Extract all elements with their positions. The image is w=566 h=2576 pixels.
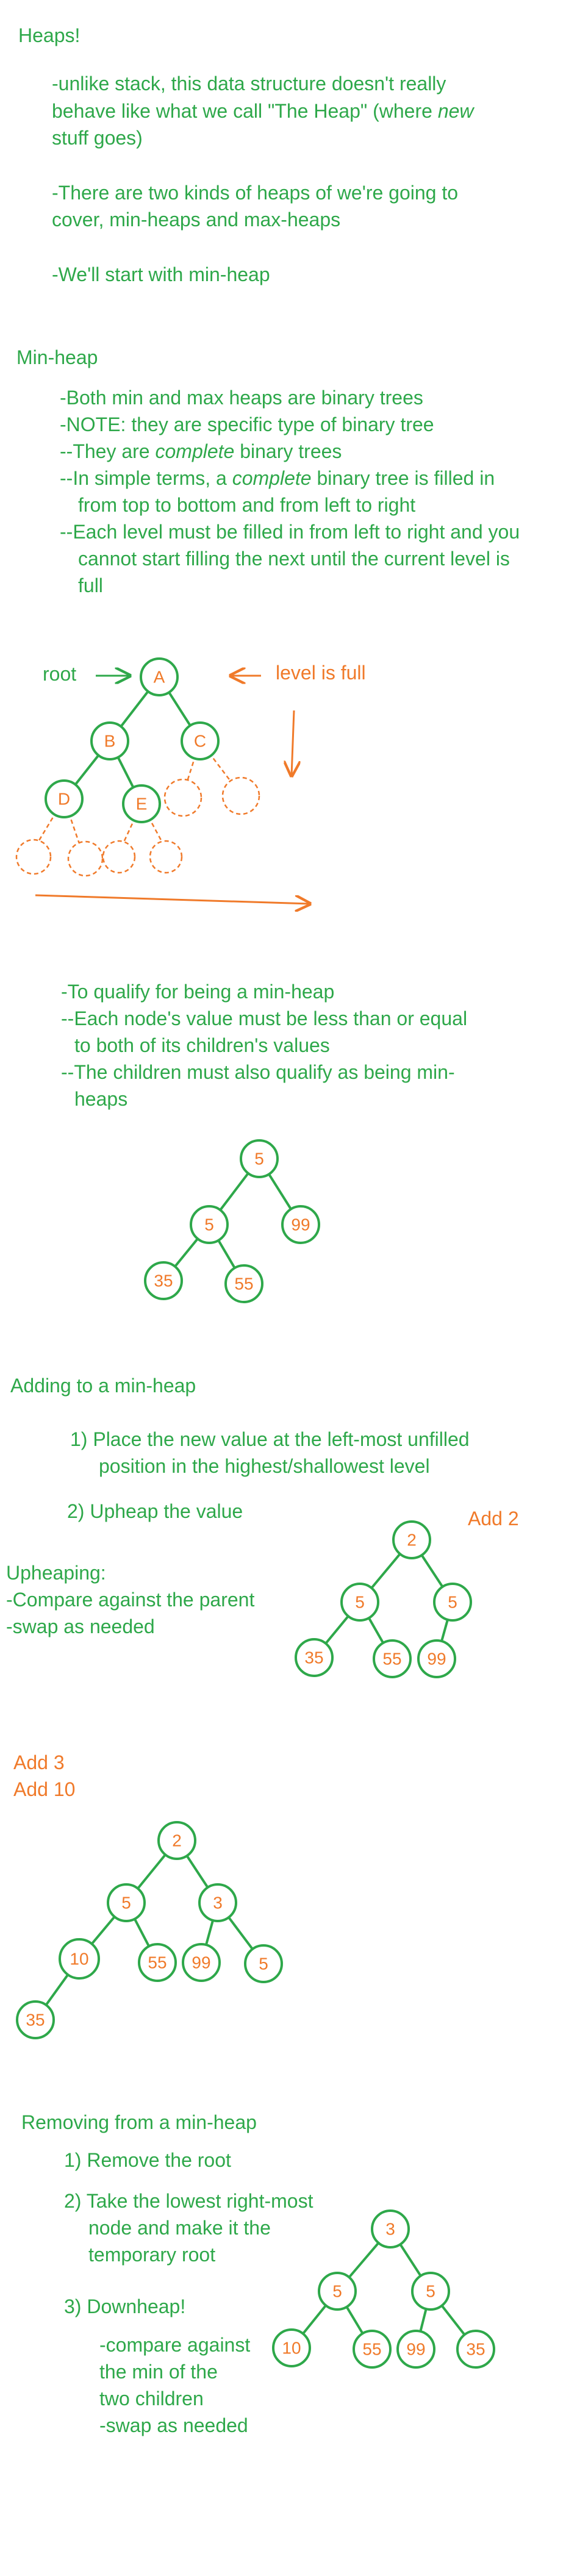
tree-node-label: C <box>194 732 206 751</box>
min-heap-example-2: 2 5 5 35 55 99 <box>295 1520 472 1678</box>
upheap-line: -Compare against the parent <box>6 1589 255 1611</box>
minheap-line: cannot start filling the next until the … <box>78 548 510 570</box>
intro-title: Heaps! <box>18 24 81 46</box>
minheap-line: full <box>78 574 103 596</box>
qualify-line: --The children must also qualify as bein… <box>61 1061 455 1083</box>
level-full-label: level is full <box>276 662 366 684</box>
minheap-line: -Both min and max heaps are binary trees <box>60 387 423 409</box>
removing-step: the min of the <box>99 2361 218 2383</box>
heap-node-value: 3 <box>213 1894 223 1912</box>
min-heap-example-1: 5 5 99 35 55 <box>144 1139 320 1303</box>
adding-title: Adding to a min-heap <box>10 1375 196 1397</box>
adding-step: 2) Upheap the value <box>67 1500 243 1522</box>
heap-node-value: 99 <box>291 1215 310 1234</box>
intro-line: -unlike stack, this data structure doesn… <box>52 73 446 95</box>
removing-step: temporary root <box>88 2244 216 2266</box>
intro-line: -There are two kinds of heaps of we're g… <box>52 182 459 204</box>
min-heap-example-3: 2 5 3 10 55 99 5 35 <box>16 1821 283 2039</box>
heap-node-value: 5 <box>259 1955 268 1973</box>
heap-node-value: 99 <box>427 1650 446 1669</box>
minheap-line: --They are complete binary trees <box>60 440 342 462</box>
tree-node-label: D <box>58 790 70 809</box>
min-heap-example-4: 3 5 5 10 55 99 35 <box>272 2209 495 2369</box>
heap-node-value: 5 <box>448 1593 457 1612</box>
adding-step: 1) Place the new value at the left-most … <box>70 1428 470 1450</box>
removing-step: -swap as needed <box>99 2414 248 2436</box>
emphasis: new <box>437 100 474 122</box>
heap-node-value: 35 <box>26 2011 45 2030</box>
removing-step: two children <box>99 2388 204 2410</box>
intro-line: behave like what we call "The Heap" (whe… <box>52 100 474 122</box>
upheap-title: Upheaping: <box>6 1562 106 1584</box>
heap-node-value: 55 <box>382 1650 401 1669</box>
tree-node-label: A <box>154 668 165 687</box>
heap-node-value: 5 <box>204 1215 214 1234</box>
minheap-line: -NOTE: they are specific type of binary … <box>60 413 434 435</box>
heap-node-value: 5 <box>254 1150 264 1168</box>
intro-line: stuff goes) <box>52 127 143 149</box>
heap-node-value: 35 <box>304 1648 323 1667</box>
heap-node-value: 99 <box>192 1953 210 1972</box>
add-note: Add 3 <box>13 1751 65 1773</box>
heap-node-value: 55 <box>234 1275 253 1293</box>
removing-step: 2) Take the lowest right-most <box>64 2190 313 2212</box>
qualify-line: -To qualify for being a min-heap <box>61 981 335 1003</box>
heap-node-value: 55 <box>362 2340 381 2359</box>
heap-node-value: 10 <box>282 2339 301 2358</box>
adding-step: position in the highest/shallowest level <box>99 1455 430 1477</box>
heap-node-value: 3 <box>385 2220 395 2239</box>
heap-node-value: 2 <box>172 1831 182 1850</box>
emphasis: complete <box>155 440 235 462</box>
direction-arrow <box>35 894 310 904</box>
heap-node-value: 2 <box>407 1531 417 1550</box>
emphasis: complete <box>232 467 312 489</box>
qualify-line: to both of its children's values <box>74 1034 330 1056</box>
removing-step: -compare against <box>99 2334 251 2356</box>
heap-node-value: 35 <box>154 1272 173 1290</box>
upheap-line: -swap as needed <box>6 1615 155 1637</box>
tree-node-label: E <box>136 795 148 814</box>
removing-title: Removing from a min-heap <box>21 2111 257 2133</box>
add-note: Add 10 <box>13 1778 76 1800</box>
removing-step: node and make it the <box>88 2217 271 2239</box>
removing-step: 3) Downheap! <box>64 2295 186 2317</box>
intro-line: -We'll start with min-heap <box>52 263 270 285</box>
heap-node-value: 10 <box>70 1950 88 1969</box>
intro-line: cover, min-heaps and max-heaps <box>52 209 341 231</box>
heap-node-value: 99 <box>406 2340 425 2359</box>
tree-shape-diagram: A B C D E <box>15 657 566 933</box>
heap-node-value: 35 <box>466 2340 485 2359</box>
heap-node-value: 5 <box>332 2282 342 2301</box>
minheap-line: --Each level must be filled in from left… <box>60 521 520 543</box>
minheap-title: Min-heap <box>16 346 98 368</box>
heap-node-value: 55 <box>148 1953 167 1972</box>
tree-node-label: B <box>104 732 116 751</box>
root-label: root <box>43 663 77 685</box>
heap-node-value: 5 <box>121 1894 131 1912</box>
heap-node-value: 5 <box>355 1593 365 1612</box>
removing-step: 1) Remove the root <box>64 2149 231 2171</box>
qualify-line: heaps <box>74 1088 128 1110</box>
minheap-line: --In simple terms, a complete binary tre… <box>60 467 495 489</box>
minheap-line: from top to bottom and from left to righ… <box>78 494 416 516</box>
down-arrow <box>292 710 294 776</box>
add-note: Add 2 <box>468 1508 519 1530</box>
heap-node-value: 5 <box>426 2282 435 2301</box>
qualify-line: --Each node's value must be less than or… <box>61 1007 468 1029</box>
